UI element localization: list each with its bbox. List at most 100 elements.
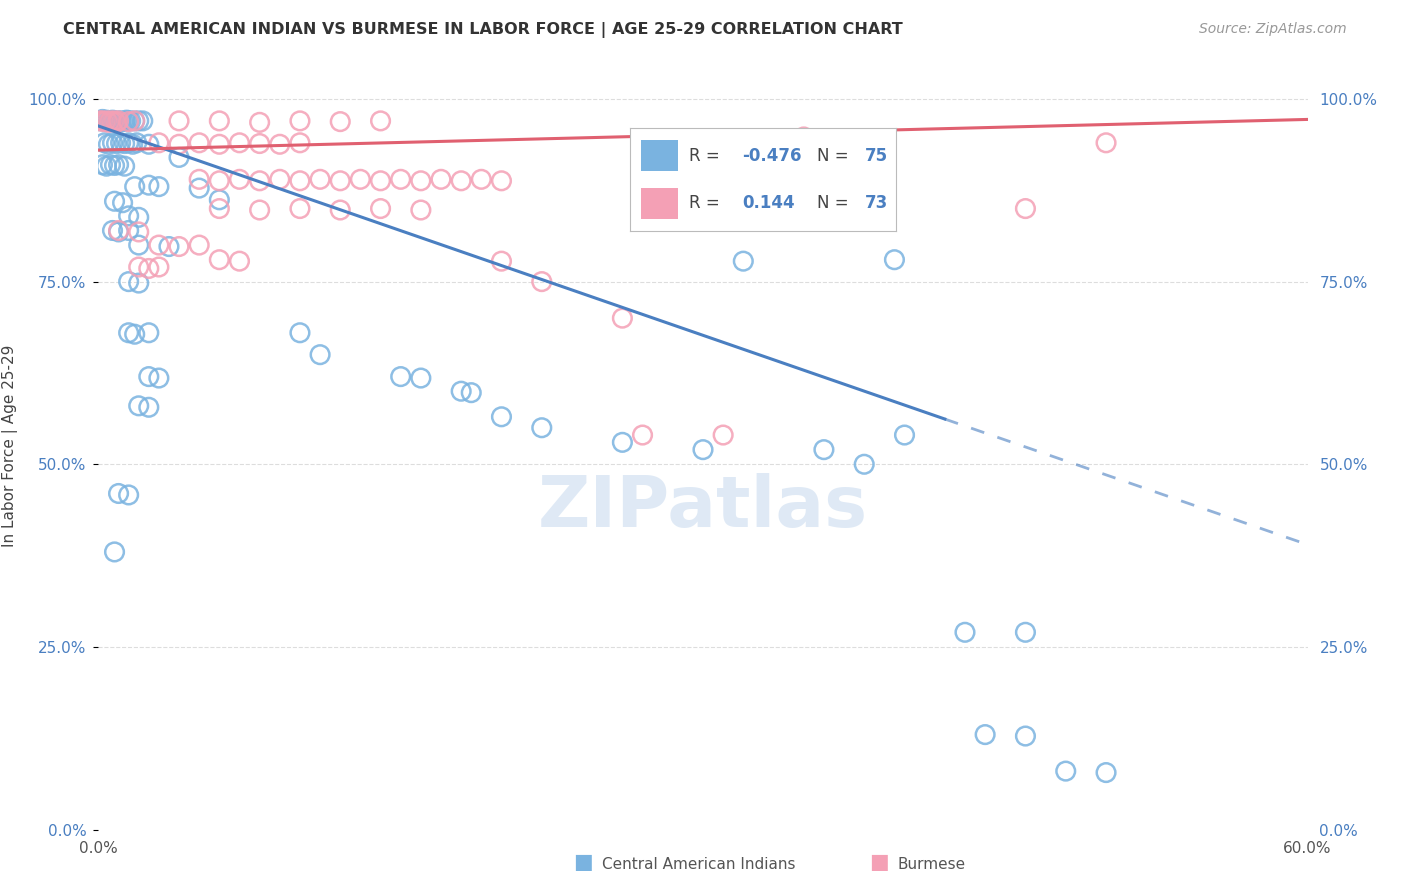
Point — [329, 174, 352, 188]
Point — [107, 158, 129, 172]
Point — [103, 114, 125, 128]
Point — [853, 143, 876, 157]
Point — [349, 172, 371, 186]
Point — [612, 311, 634, 326]
Point — [118, 114, 141, 128]
Point — [167, 137, 190, 152]
Point — [974, 728, 997, 742]
Point — [530, 421, 553, 435]
Point — [530, 275, 553, 289]
Point — [101, 113, 124, 128]
Point — [103, 194, 125, 209]
Point — [138, 137, 160, 152]
Point — [132, 114, 155, 128]
Text: ZIPatlas: ZIPatlas — [538, 473, 868, 541]
Text: ■: ■ — [574, 853, 593, 872]
Point — [167, 239, 190, 253]
Point — [491, 174, 513, 188]
Point — [893, 428, 915, 442]
Point — [128, 399, 150, 413]
Point — [120, 114, 142, 128]
Point — [101, 136, 124, 150]
Point — [450, 384, 472, 399]
Point — [114, 159, 136, 173]
Point — [269, 137, 291, 152]
Point — [138, 178, 160, 193]
Point — [118, 488, 141, 502]
Point — [208, 174, 231, 188]
Text: ■: ■ — [869, 853, 889, 872]
Point — [167, 114, 190, 128]
Point — [188, 172, 211, 186]
Point — [93, 114, 115, 128]
Point — [100, 114, 122, 128]
Point — [1014, 625, 1036, 640]
Point — [288, 202, 311, 216]
Point — [128, 114, 150, 128]
Point — [114, 136, 136, 151]
Point — [91, 112, 114, 127]
Point — [124, 114, 146, 128]
Point — [107, 114, 129, 128]
Point — [118, 275, 141, 289]
Point — [105, 136, 128, 151]
Point — [188, 238, 211, 252]
Text: Central American Indians: Central American Indians — [602, 857, 796, 872]
Point — [460, 385, 482, 400]
Point — [249, 115, 271, 129]
Y-axis label: In Labor Force | Age 25-29: In Labor Force | Age 25-29 — [1, 345, 17, 547]
Point — [101, 223, 124, 237]
Point — [329, 202, 352, 217]
Point — [491, 409, 513, 424]
Point — [100, 158, 122, 172]
Point — [89, 114, 111, 128]
Point — [107, 223, 129, 237]
Point — [91, 158, 114, 172]
Point — [97, 114, 120, 128]
Point — [370, 174, 392, 188]
Point — [128, 225, 150, 239]
Point — [93, 136, 115, 150]
Point — [105, 115, 128, 129]
Point — [121, 137, 143, 152]
Point — [430, 172, 453, 186]
Point — [111, 195, 134, 210]
Point — [692, 442, 714, 457]
Point — [107, 114, 129, 128]
Point — [118, 223, 141, 237]
Point — [124, 179, 146, 194]
Point — [208, 252, 231, 267]
Point — [148, 179, 170, 194]
Point — [128, 276, 150, 290]
Point — [793, 130, 815, 145]
Point — [1014, 729, 1036, 743]
Point — [309, 172, 332, 186]
Point — [370, 202, 392, 216]
Point — [491, 254, 513, 268]
Point — [733, 254, 755, 268]
Text: Source: ZipAtlas.com: Source: ZipAtlas.com — [1199, 22, 1347, 37]
Point — [110, 136, 132, 150]
Point — [188, 181, 211, 195]
Point — [103, 158, 125, 172]
Point — [288, 174, 311, 188]
Point — [110, 114, 132, 128]
Point — [249, 174, 271, 188]
Point — [128, 260, 150, 274]
Point — [128, 238, 150, 252]
Point — [409, 202, 432, 217]
Point — [450, 174, 472, 188]
Point — [228, 254, 250, 268]
Point — [148, 260, 170, 274]
Point — [118, 209, 141, 223]
Point — [125, 136, 148, 150]
Point — [329, 114, 352, 128]
Point — [148, 371, 170, 385]
Point — [249, 202, 271, 217]
Point — [124, 327, 146, 342]
Point — [208, 202, 231, 216]
Point — [96, 114, 118, 128]
Point — [124, 114, 146, 128]
Point — [692, 186, 714, 201]
Point — [148, 136, 170, 150]
